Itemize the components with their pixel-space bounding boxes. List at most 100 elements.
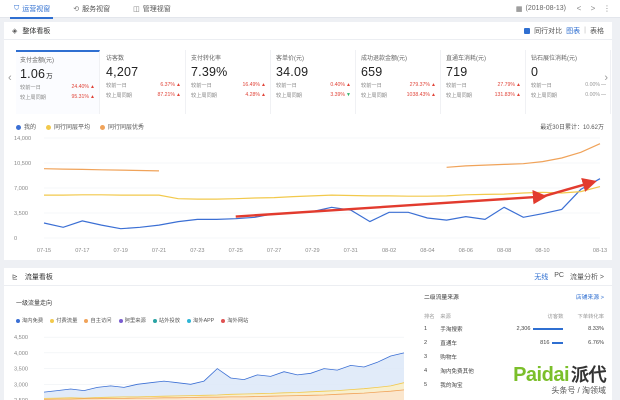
metric-value-number: 34.09: [276, 65, 309, 79]
view-table-toggle[interactable]: 表格: [590, 27, 604, 35]
compare-week-value: 0.00%: [585, 92, 600, 98]
compare-day-value: 16.49%: [242, 82, 261, 88]
traffic-legend: 淘内免费 付费流量 自主访问 阿里来源 站外投放 淘外APP 淘外网站: [16, 316, 248, 324]
y-tick-label: 14,000: [14, 136, 31, 142]
watermark-sub: 头条号 / 淘领域: [551, 386, 606, 395]
traffic-legend-item[interactable]: 淘内免费: [16, 316, 43, 324]
table-row[interactable]: 5 我的淘宝: [424, 378, 604, 392]
metric-value-number: 1.06: [20, 67, 46, 81]
metric-card[interactable]: 支付金额(元) 1.06万 较前一日 24.40% ▲ 较上周同期 95.31% ▲: [16, 50, 100, 114]
x-tick-label: 07-29: [305, 248, 319, 254]
col-conversion: 下单转化率: [577, 314, 605, 320]
metric-card[interactable]: 支付转化率 7.39% 较前一日 16.49% ▲ 较上周同期 4.28% ▲: [187, 50, 271, 114]
legend-label: 站外投放: [158, 318, 181, 324]
series-line-0: [43, 352, 405, 393]
x-tick-label: 08-02: [382, 248, 396, 254]
trend-up-icon: ▲: [261, 92, 266, 98]
row-visitors-bar: [552, 341, 564, 344]
wireless-toggle[interactable]: 无线: [534, 273, 549, 281]
x-tick-label: 07-15: [37, 248, 51, 254]
trend-flat-icon: —: [601, 82, 606, 88]
view-separator: |: [584, 27, 586, 34]
metric-value-number: 719: [446, 65, 468, 79]
traffic-legend-item[interactable]: 阿里来源: [118, 316, 146, 324]
compare-day-label: 较前一日: [446, 83, 467, 89]
table-row[interactable]: 2 直通车 816 6.76%: [424, 336, 604, 350]
row-visitors-bar: [533, 327, 564, 330]
trend-down-icon: ▼: [346, 92, 351, 98]
tab-service[interactable]: ⟲ 服务视窗: [59, 0, 119, 18]
traffic-legend-item[interactable]: 站外投放: [152, 316, 181, 324]
metric-card[interactable]: 访客数 4,207 较前一日 6.37% ▲ 较上周同期 87.21% ▲: [102, 50, 186, 114]
legend-dot: [100, 124, 106, 130]
view-chart-toggle[interactable]: 图表: [566, 27, 581, 35]
traffic-panel: ⊵ 流量看板 无线 PC 流量分析 > 一级流量走向 淘内免费 付费流量 自主访问 阿…: [4, 268, 612, 400]
tab-operation[interactable]: ⛉ 运营视窗: [0, 0, 59, 19]
x-tick-label: 08-06: [459, 248, 473, 254]
series-line-1: [43, 382, 405, 399]
metric-card[interactable]: 成功退款金额(元) 659 较前一日 279.37% ▲ 较上周同期 1038.43% ▲: [357, 50, 441, 114]
legend-dot: [118, 318, 123, 323]
watermark-logo: Paidai 派代: [513, 361, 606, 387]
table-row[interactable]: 3 购物车: [424, 350, 604, 364]
metrics-prev-arrow[interactable]: ‹: [8, 72, 12, 84]
series-line-0: [43, 178, 601, 230]
series-line-2: [43, 389, 405, 400]
x-tick-label: 07-17: [75, 248, 89, 254]
pc-toggle[interactable]: PC: [554, 271, 564, 279]
series-line-2: [43, 143, 601, 172]
metric-value-number: 659: [361, 65, 383, 79]
prev-date-button[interactable]: <: [576, 4, 582, 13]
x-tick-label: 07-19: [114, 248, 128, 254]
row-rank: 5: [424, 382, 428, 388]
trend-up-icon: ▲: [431, 82, 436, 88]
traffic-analysis-link[interactable]: 流量分析 >: [569, 273, 604, 281]
next-date-button[interactable]: >: [590, 4, 596, 13]
legend-dot: [152, 318, 157, 323]
tab-management-label: 管理视窗: [142, 5, 171, 13]
y-tick-label: 10,500: [14, 161, 31, 167]
x-tick-label: 07-25: [229, 248, 243, 254]
layers-icon: ◈: [12, 27, 18, 35]
compare-day-label: 较前一日: [361, 83, 382, 89]
metrics-next-arrow[interactable]: ›: [604, 72, 608, 84]
legend-label: 同行同层平均: [54, 125, 91, 131]
trend-up-icon: ▲: [431, 92, 436, 98]
trend-up-icon: ▲: [346, 82, 351, 88]
metric-value: 34.09: [276, 65, 351, 79]
table-row[interactable]: 1 手淘搜索 2,306 8.33%: [424, 322, 604, 336]
metric-card[interactable]: 钻石展位消耗(元) 0 较前一日 0.00% — 较上周同期 0.00% —: [527, 50, 611, 114]
metric-value-number: 7.39%: [191, 65, 228, 79]
tab-management[interactable]: ◫ 管理视窗: [119, 0, 180, 18]
store-source-link[interactable]: 店铺来源 >: [575, 295, 604, 301]
traffic-legend-item[interactable]: 付费流量: [50, 316, 77, 324]
trend-up-icon: ▲: [261, 82, 266, 88]
table-row[interactable]: 4 淘内免费其他: [424, 364, 604, 378]
trend-up-icon: ▲: [176, 92, 181, 98]
row-rank: 1: [424, 326, 428, 332]
y-tick-label: 4,500: [14, 335, 28, 341]
legend-item-peer-avg[interactable]: 同行同层平均: [46, 122, 90, 131]
metric-label: 客单价(元): [276, 56, 304, 62]
traffic-legend-item[interactable]: 淘外网站: [221, 316, 248, 324]
annotation-arrow: [542, 178, 597, 198]
metric-card[interactable]: 客单价(元) 34.09 较前一日 0.40% ▲ 较上周同期 3.39% ▼: [272, 50, 356, 114]
traffic-legend-item[interactable]: 自主访问: [84, 316, 112, 324]
compare-week-value: 1038.43%: [406, 92, 431, 98]
compare-week-value: 3.39%: [330, 92, 346, 98]
overview-line-chart: 14,000 10,500 7,000 3,500 0 07-15 07-17 07-19 07…: [14, 136, 607, 254]
x-tick-label: 08-13: [593, 248, 607, 254]
compare-day-value: 27.79%: [497, 82, 516, 88]
metric-card[interactable]: 直通车消耗(元) 719 较前一日 27.79% ▲ 较上周同期 131.83% ▲: [442, 50, 526, 114]
legend-item-peer-top[interactable]: 同行同层优秀: [100, 122, 144, 131]
more-menu-button[interactable]: ⋮: [603, 4, 611, 13]
legend-item-mine[interactable]: 我的: [16, 122, 36, 131]
compare-day-value: 279.37%: [409, 82, 431, 88]
compare-week-value: 4.28%: [245, 92, 261, 98]
peer-compare-checkbox[interactable]: [524, 27, 531, 34]
compare-day-label: 较前一日: [191, 83, 212, 89]
date-picker[interactable]: ▦ (2018-08-13): [510, 5, 572, 13]
traffic-legend-item[interactable]: 淘外APP: [187, 316, 214, 324]
compare-day-value: 0.00%: [585, 82, 600, 88]
